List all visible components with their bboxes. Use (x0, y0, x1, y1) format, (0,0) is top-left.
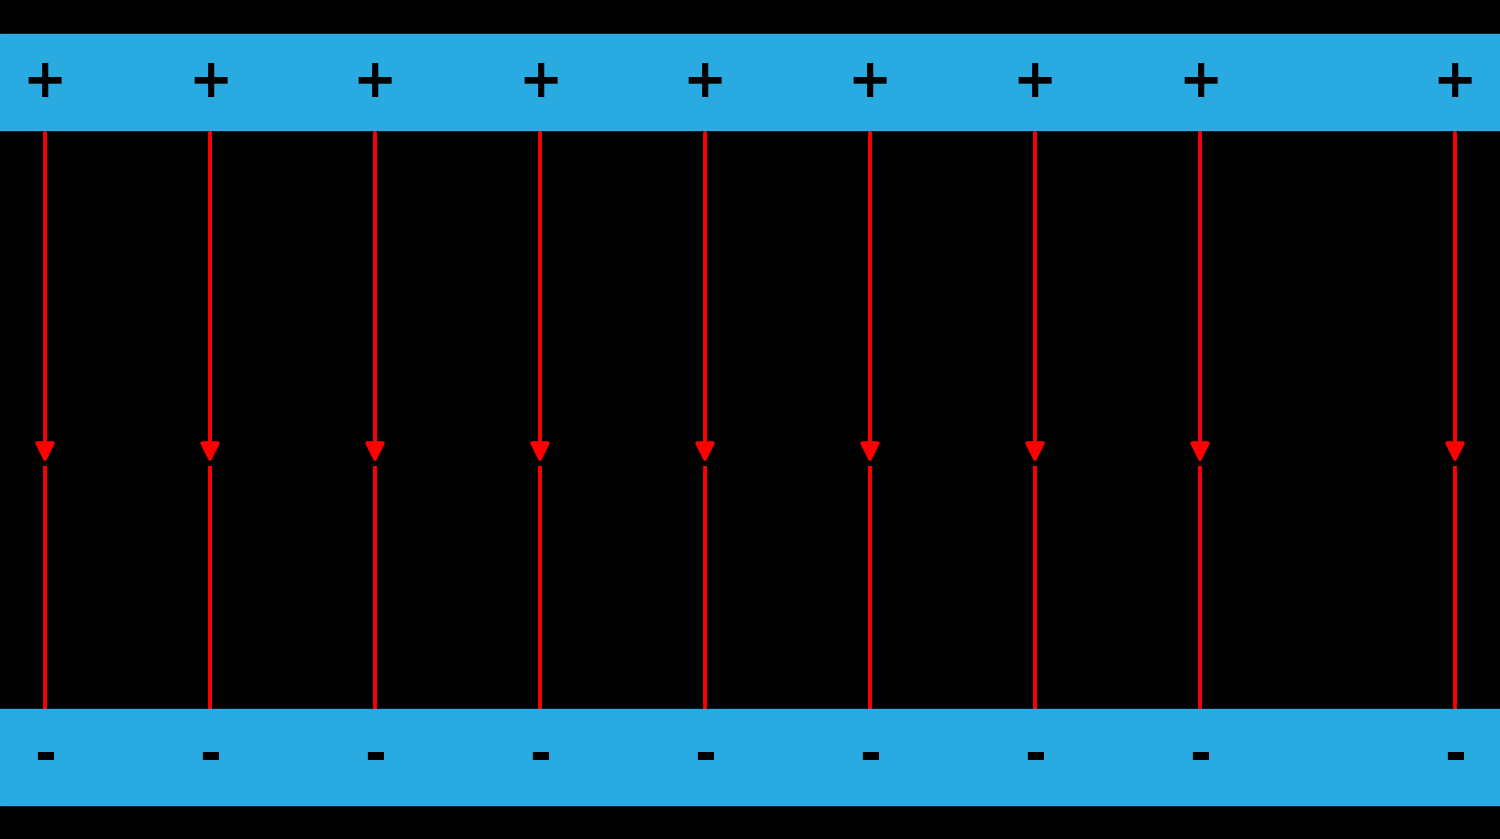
Text: +: + (1432, 56, 1478, 107)
Text: +: + (682, 56, 728, 107)
Text: -: - (530, 732, 550, 783)
Bar (0, 709, 1500, 805)
Bar (0, 34, 1500, 130)
Text: +: + (188, 56, 232, 107)
Text: +: + (352, 56, 398, 107)
Text: +: + (847, 56, 892, 107)
Text: +: + (1013, 56, 1058, 107)
Text: -: - (364, 732, 386, 783)
Text: +: + (518, 56, 562, 107)
Text: -: - (859, 732, 880, 783)
Text: -: - (34, 732, 56, 783)
Text: -: - (694, 732, 715, 783)
Text: -: - (1444, 732, 1466, 783)
Text: +: + (22, 56, 68, 107)
Text: -: - (1024, 732, 1045, 783)
Text: -: - (1190, 732, 1210, 783)
Text: +: + (1178, 56, 1222, 107)
Text: -: - (200, 732, 220, 783)
